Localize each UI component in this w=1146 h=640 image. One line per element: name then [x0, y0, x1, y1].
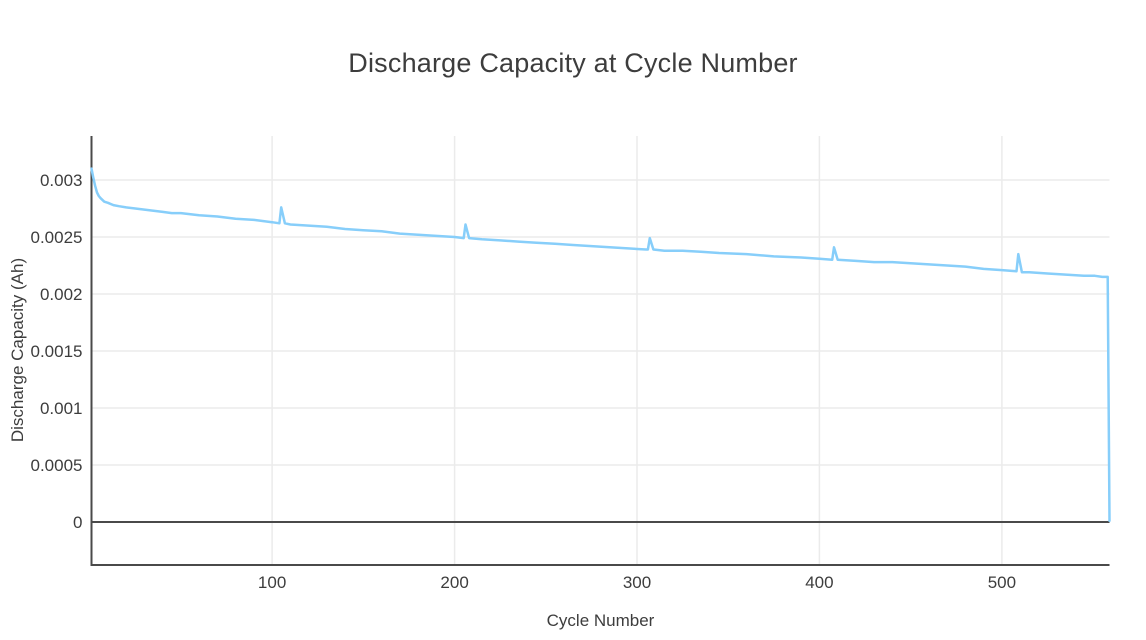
y-tick-label: 0.003 — [40, 171, 83, 190]
y-tick-label: 0.001 — [40, 399, 83, 418]
x-tick-label: 400 — [805, 573, 833, 592]
x-tick-label: 300 — [623, 573, 651, 592]
x-tick-label: 200 — [440, 573, 468, 592]
y-tick-label: 0.0025 — [31, 228, 83, 247]
y-tick-label: 0.0015 — [31, 342, 83, 361]
y-tick-label: 0.002 — [40, 285, 83, 304]
x-tick-label: 500 — [988, 573, 1016, 592]
y-tick-label: 0.0005 — [31, 456, 83, 475]
chart-title: Discharge Capacity at Cycle Number — [348, 48, 798, 78]
x-axis-title: Cycle Number — [546, 611, 655, 630]
data-line — [90, 167, 1111, 523]
y-axis-title: Discharge Capacity (Ah) — [8, 257, 27, 443]
x-tick-label: 100 — [258, 573, 286, 592]
y-tick-label: 0 — [73, 513, 82, 532]
